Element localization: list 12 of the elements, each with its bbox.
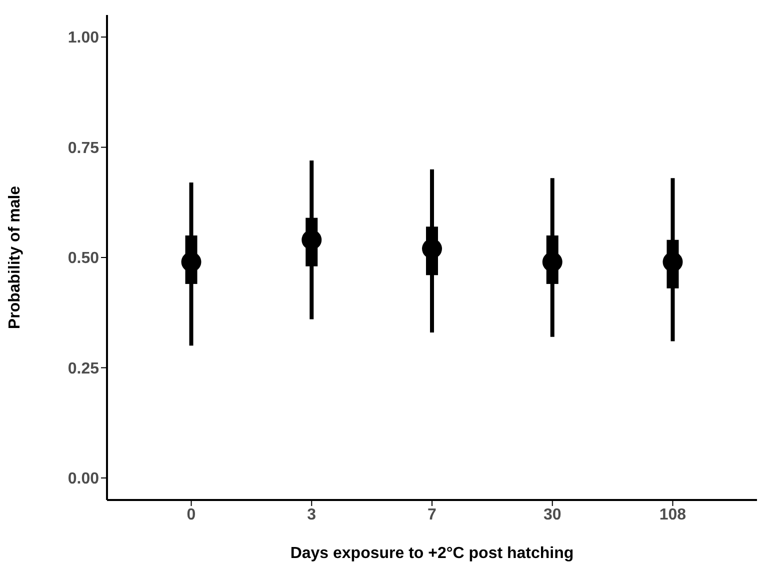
y-tick-label: 0.00 <box>68 470 100 488</box>
x-tick-label: 3 <box>307 506 316 524</box>
y-tick-label: 0.75 <box>68 140 100 157</box>
y-tick-label: 0.25 <box>68 360 100 378</box>
x-tick-label: 7 <box>428 506 437 524</box>
y-axis-title: Probability of male <box>6 186 24 330</box>
x-tick-label: 108 <box>659 506 686 524</box>
y-tick-label: 1.00 <box>68 30 100 47</box>
y-tick-label: 0.50 <box>68 250 100 268</box>
x-axis-title: Days exposure to +2°C post hatching <box>290 545 574 562</box>
x-tick-label: 0 <box>186 506 196 524</box>
x-tick-label: 30 <box>543 506 562 524</box>
